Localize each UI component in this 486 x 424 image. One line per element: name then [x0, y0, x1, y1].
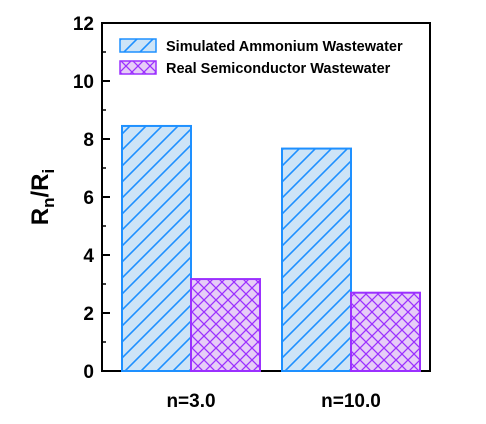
bar-n-10-0-series-0: [281, 147, 352, 372]
y-tick-label: 12: [73, 14, 94, 35]
bar-n-10-0-series-1: [350, 291, 421, 373]
legend-label-simulated: Simulated Ammonium Wastewater: [166, 39, 403, 55]
bar-n-3-0-series-1: [190, 278, 261, 373]
y-tick-label: 10: [73, 72, 94, 93]
x-category-label: n=10.0: [321, 391, 381, 412]
y-tick-label: 8: [83, 130, 94, 151]
y-tick-label: 2: [83, 304, 94, 325]
legend-swatch-real: [119, 60, 157, 75]
y-tick-label: 6: [83, 188, 94, 209]
y-axis: 0 2 4 6 8 10 12: [73, 14, 110, 383]
y-tick-label: 0: [83, 362, 94, 383]
x-category-label: n=3.0: [166, 391, 215, 412]
x-axis-labels: n=3.0 n=10.0: [166, 391, 380, 412]
bar-n-3-0-series-0: [121, 124, 192, 372]
legend-swatch-simulated: [119, 38, 157, 53]
legend: Simulated Ammonium Wastewater Real Semic…: [119, 38, 403, 77]
bars: [121, 124, 421, 373]
y-tick-label: 4: [83, 246, 94, 267]
y-axis-title: Rn/Ri: [27, 169, 58, 225]
legend-label-real: Real Semiconductor Wastewater: [166, 61, 391, 77]
